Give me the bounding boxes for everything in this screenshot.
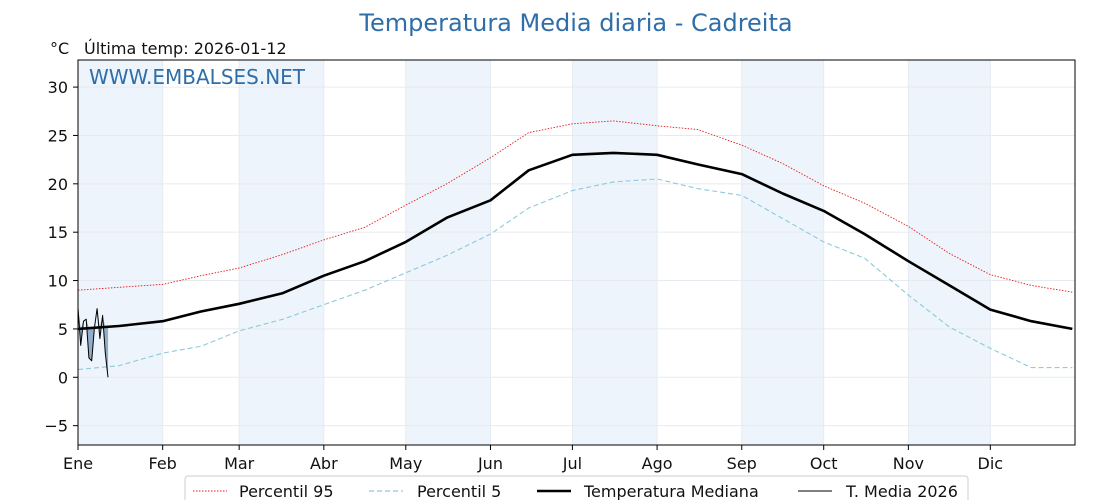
series-line-3 <box>77 307 109 378</box>
y-axis: 30 25 20 15 10 5 0 −5 <box>44 78 78 436</box>
y-tick-label-4: 10 <box>48 272 68 291</box>
month-bands <box>78 60 991 445</box>
month-band-3 <box>572 60 658 445</box>
month-band-2 <box>405 60 491 445</box>
series-line-2 <box>77 151 1073 331</box>
watermark: WWW.EMBALSES.NET <box>89 65 306 89</box>
x-tick-label-10: Nov <box>893 454 924 473</box>
legend-label-p95: Percentil 95 <box>239 482 334 500</box>
x-tick-label-2: Mar <box>224 454 255 473</box>
y-unit-label: °C <box>50 39 69 58</box>
x-tick-label-11: Dic <box>978 454 1004 473</box>
legend-box <box>184 475 969 500</box>
month-band-5 <box>908 60 991 445</box>
month-band-4 <box>741 60 824 445</box>
series-line-0 <box>77 120 1073 293</box>
y-tick-label-2: 20 <box>48 175 68 194</box>
month-band-1 <box>239 60 324 445</box>
grid-lines <box>77 60 1075 445</box>
legend-label-median: Temperatura Mediana <box>583 482 759 500</box>
y-tick-label-1: 25 <box>48 126 68 145</box>
x-tick-label-6: Jul <box>562 454 582 473</box>
legend-label-p5: Percentil 5 <box>417 482 501 500</box>
y-tick-label-0: 30 <box>48 78 68 97</box>
plot-frame <box>77 59 1076 446</box>
x-tick-label-9: Oct <box>810 454 838 473</box>
x-tick-label-4: May <box>389 454 422 473</box>
series-layer <box>77 120 1073 378</box>
y-tick-label-6: 0 <box>58 368 68 387</box>
x-tick-label-0: Ene <box>63 454 93 473</box>
x-axis: Ene Feb Mar Abr May Jun Jul Ago Sep Oct Nov Dic <box>63 445 1003 473</box>
y-tick-label-5: 5 <box>58 320 68 339</box>
x-tick-label-7: Ago <box>642 454 673 473</box>
series-line-1 <box>77 178 1073 371</box>
legend: Percentil 95 Percentil 5 Temperatura Med… <box>184 475 969 500</box>
month-band-0 <box>78 60 163 445</box>
legend-label-2026: T. Media 2026 <box>845 482 958 500</box>
chart-title: Temperatura Media diaria - Cadreita <box>358 9 792 37</box>
y-tick-label-7: −5 <box>44 417 68 436</box>
x-tick-label-3: Abr <box>310 454 338 473</box>
x-tick-label-1: Feb <box>149 454 177 473</box>
x-tick-label-8: Sep <box>727 454 757 473</box>
last-update-label: Última temp: 2026-01-12 <box>84 39 287 58</box>
x-tick-label-5: Jun <box>477 454 503 473</box>
y-tick-label-3: 15 <box>48 223 68 242</box>
